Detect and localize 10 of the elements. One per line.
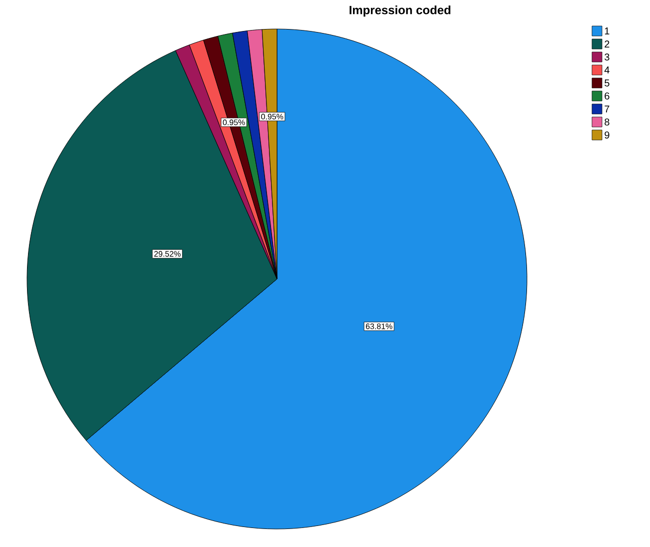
legend-label: 5 [604, 80, 610, 86]
legend-label: 6 [604, 92, 610, 100]
legend-label: 2 [604, 40, 610, 48]
legend-label: 9 [604, 131, 610, 139]
legend-label: 4 [604, 66, 610, 74]
legend-label: 8 [604, 118, 610, 126]
legend-label: 1 [604, 28, 610, 34]
legend-label: 7 [604, 106, 610, 112]
chart-title: Impression coded [350, 6, 450, 17]
legend-label: 3 [604, 53, 610, 61]
